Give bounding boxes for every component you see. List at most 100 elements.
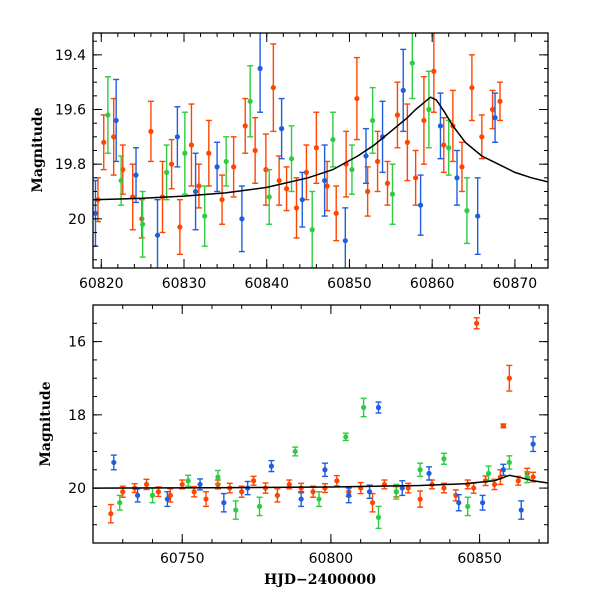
bottom-data-point (232, 500, 239, 520)
data-marker (446, 145, 452, 151)
bottom-model-curve (93, 474, 548, 489)
top-data-point (201, 185, 208, 247)
bottom-data-point (316, 491, 323, 508)
top-data-marks (93, 33, 504, 268)
bottom-data-point (345, 487, 352, 504)
data-marker (286, 481, 292, 488)
top-data-point (110, 97, 117, 176)
bottom-data-point (110, 454, 117, 471)
bottom-data-point (321, 462, 328, 478)
top-data-point (192, 152, 199, 231)
y-tick-label: 20 (68, 212, 86, 228)
top-data-point (138, 198, 145, 239)
top-data-point (333, 185, 340, 242)
data-marker (174, 134, 180, 140)
data-marker (292, 448, 298, 455)
data-marker (203, 496, 209, 502)
top-data-point (133, 147, 140, 204)
bottom-data-point (393, 483, 400, 500)
data-marker (506, 459, 512, 466)
bottom-data-point (375, 401, 382, 414)
bottom-data-point (220, 492, 227, 513)
data-marker (185, 478, 191, 484)
bottom-data-point (250, 475, 257, 486)
data-marker (113, 117, 119, 124)
x-tick-label: 60850 (327, 276, 372, 292)
data-marker (143, 481, 150, 488)
x-tick-label: 60750 (160, 551, 205, 567)
data-marker (299, 197, 305, 203)
data-marker (497, 98, 503, 104)
data-marker (111, 459, 117, 466)
data-marker (133, 172, 139, 178)
data-marker (191, 489, 197, 495)
data-marker (215, 474, 221, 480)
y-tick-label: 16 (68, 335, 86, 351)
bottom-panel: 60750 60800 60850 16 18 20 Magnitude HJD−2400… (38, 304, 549, 588)
bottom-data-point (381, 479, 388, 490)
top-data-point (104, 76, 111, 154)
bottom-data-point (470, 482, 477, 494)
data-marker (139, 216, 145, 222)
data-marker (310, 489, 316, 495)
data-marker (149, 492, 156, 498)
top-data-point (238, 185, 245, 253)
data-marker (426, 106, 432, 113)
bottom-data-point (440, 452, 447, 465)
x-tick-label: 60820 (79, 276, 124, 292)
top-data-point (379, 100, 386, 174)
data-marker (164, 496, 170, 502)
top-data-point (288, 125, 295, 193)
data-marker (108, 511, 114, 517)
data-marker (316, 496, 322, 502)
bottom-data-point (464, 496, 471, 517)
top-data-point (425, 70, 432, 149)
top-data-point (353, 56, 360, 141)
top-data-point (474, 177, 481, 256)
data-marker (369, 500, 376, 506)
data-marker (375, 514, 382, 520)
bottom-y-axis-label: Magnitude (38, 381, 54, 466)
bottom-data-point (321, 482, 328, 494)
data-marker (322, 485, 328, 491)
bottom-data-point (292, 446, 299, 457)
top-data-point (118, 155, 125, 206)
x-tick-label: 60870 (493, 276, 538, 292)
data-marker (148, 128, 154, 134)
bottom-data-point (452, 489, 459, 502)
top-data-point (440, 117, 447, 174)
data-marker (288, 156, 295, 162)
top-data-point (348, 144, 355, 195)
bottom-data-point (518, 500, 525, 520)
data-marker (303, 169, 310, 175)
data-marker (257, 65, 263, 72)
data-marker (515, 478, 521, 484)
data-marker (293, 205, 300, 211)
data-marker (206, 150, 212, 156)
bottom-data-point (298, 491, 305, 508)
data-marker (214, 164, 220, 170)
top-data-point (458, 141, 465, 193)
bottom-data-point (167, 488, 174, 503)
data-marker (474, 320, 480, 326)
data-marker (223, 158, 229, 165)
data-marker (475, 213, 481, 219)
bottom-data-point (440, 482, 447, 494)
data-marker (417, 467, 423, 473)
data-marker (469, 85, 475, 91)
data-marker (384, 180, 391, 186)
data-marker (506, 375, 512, 381)
data-marker (489, 106, 496, 113)
top-data-point (497, 81, 504, 122)
bottom-data-point (149, 487, 156, 504)
top-data-point (214, 141, 221, 193)
data-marker (155, 489, 162, 495)
top-data-point (437, 92, 444, 160)
top-data-point (154, 198, 161, 268)
top-data-point (195, 163, 202, 209)
top-data-point (252, 117, 259, 184)
data-marker (400, 87, 406, 93)
bottom-data-point (506, 364, 513, 392)
data-marker (437, 123, 444, 129)
data-marker (343, 434, 349, 440)
